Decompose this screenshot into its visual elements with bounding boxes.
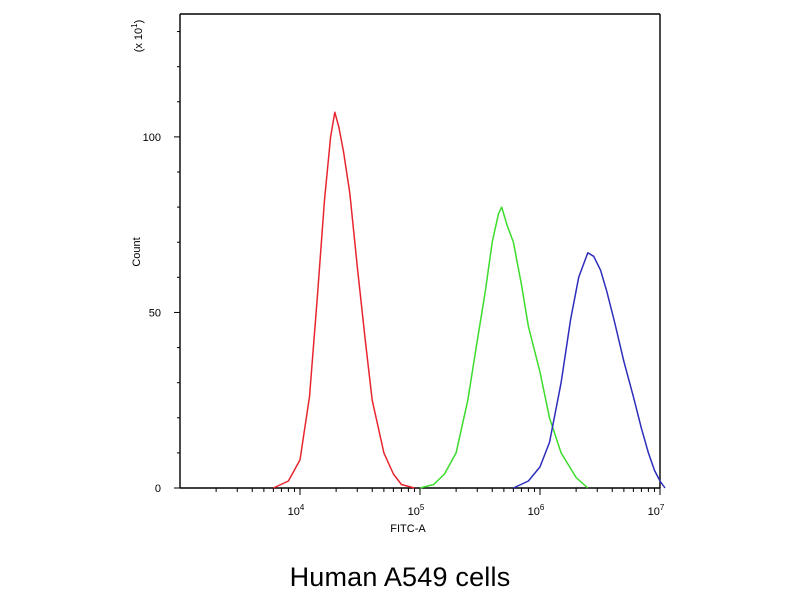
y-tick-label: 100 — [143, 132, 161, 144]
figure-caption: Human A549 cells — [289, 562, 511, 592]
y-axis-title: Count — [131, 237, 143, 266]
y-axis-ticks: 0 50 100 — [143, 31, 180, 495]
histogram-series-1 — [273, 111, 415, 489]
histogram-series-2 — [419, 206, 589, 489]
histogram-series-3 — [513, 252, 666, 489]
x-tick-label: 104 — [288, 503, 305, 518]
x-axis-title: FITC-A — [390, 523, 426, 535]
y-tick-label: 50 — [149, 307, 161, 319]
x-tick-label: 106 — [528, 503, 545, 518]
x-tick-label: 105 — [408, 503, 425, 518]
series-layer — [273, 111, 666, 489]
plot-frame — [179, 13, 661, 489]
y-multiplier-label: (x 101) — [130, 20, 145, 53]
x-axis-ticks: 104 105 106 107 — [215, 488, 665, 518]
y-tick-label: 0 — [155, 483, 161, 495]
x-tick-label: 107 — [648, 503, 665, 518]
